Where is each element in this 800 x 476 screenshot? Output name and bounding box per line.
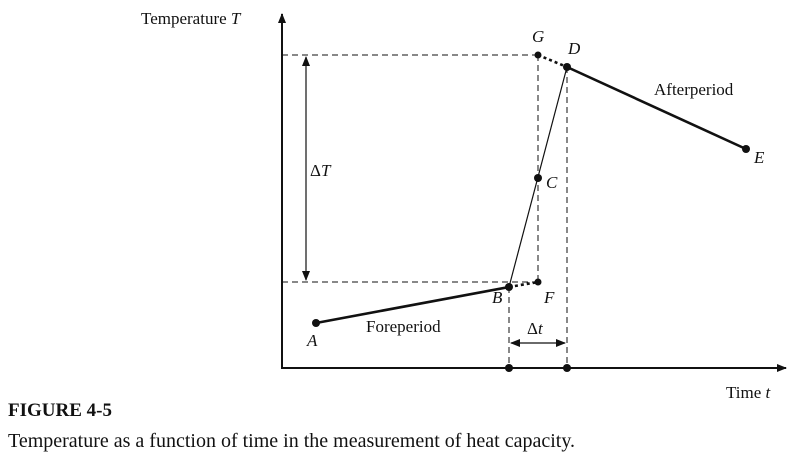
delta-T-label: ΔT [310,161,332,180]
extrapolation [508,280,539,289]
y-axis-label: Temperature T [141,9,242,28]
delta-t-label: Δt [527,319,544,338]
afterperiod-line [566,65,747,151]
guides [282,54,568,368]
period-label: Afterperiod [654,80,734,99]
point-label: E [753,148,765,167]
point-label: A [306,331,318,350]
point-label: F [543,288,555,307]
period-label: Foreperiod [366,317,441,336]
extrapolation [537,53,568,69]
point-label: C [546,173,558,192]
points [312,51,750,372]
point-label: G [532,27,544,46]
x-axis-label: Time t [726,383,772,402]
point-label: B [492,288,503,307]
foreperiod-line [315,285,510,325]
caption-text: Temperature as a function of time in the… [8,430,575,452]
figure-number: FIGURE 4-5 [8,400,112,421]
point-label: D [567,39,581,58]
